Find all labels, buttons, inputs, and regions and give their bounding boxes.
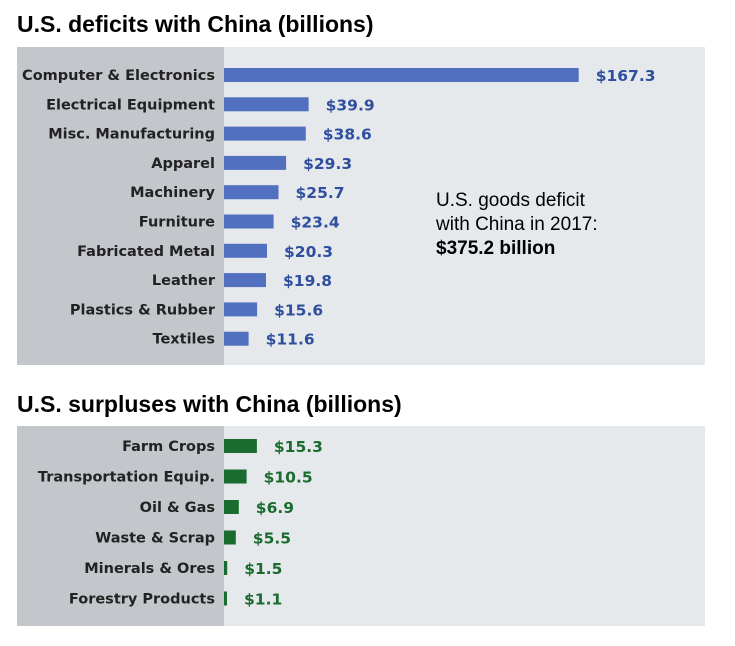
- category-label-panel: [17, 47, 224, 365]
- plot-area-panel: [224, 426, 705, 626]
- bar: [224, 273, 266, 288]
- value-label: $23.4: [291, 214, 340, 232]
- value-label: $167.3: [596, 67, 656, 85]
- category-label: Transportation Equip.: [38, 470, 215, 486]
- value-label: $20.3: [284, 243, 333, 261]
- value-label: $1.1: [244, 591, 282, 609]
- value-label: $5.5: [253, 530, 291, 548]
- category-label: Oil & Gas: [140, 500, 215, 516]
- value-label: $38.6: [323, 126, 372, 144]
- category-label: Apparel: [151, 156, 215, 172]
- annotation-line-2: with China in 2017:: [436, 214, 598, 235]
- deficits-chart-svg: Computer & Electronics $167.3 Electrical E…: [17, 47, 705, 365]
- surpluses-chart: Farm Crops $15.3 Transportation Equip. $10.…: [17, 426, 705, 626]
- bar: [224, 243, 267, 258]
- value-label: $6.9: [256, 499, 294, 517]
- value-label: $1.5: [244, 560, 282, 578]
- category-label: Forestry Products: [69, 592, 215, 608]
- bar: [224, 126, 306, 141]
- bar: [224, 155, 287, 170]
- category-label: Electrical Equipment: [46, 97, 215, 113]
- bar: [224, 302, 258, 317]
- bar: [224, 331, 249, 346]
- bar: [224, 500, 239, 514]
- deficits-chart: Computer & Electronics $167.3 Electrical E…: [17, 47, 705, 365]
- value-label: $25.7: [296, 184, 345, 202]
- annotation-line-1: U.S. goods deficit: [436, 190, 585, 211]
- bar: [224, 97, 309, 112]
- value-label: $10.5: [264, 469, 313, 487]
- bar: [224, 214, 274, 229]
- category-label: Farm Crops: [122, 439, 215, 455]
- deficit-total-annotation: U.S. goods deficit with China in 2017: $…: [436, 189, 598, 261]
- category-label-panel: [17, 426, 224, 626]
- category-label: Machinery: [130, 185, 215, 201]
- value-label: $15.3: [274, 438, 323, 456]
- deficits-chart-title: U.S. deficits with China (billions): [17, 11, 374, 37]
- category-label: Fabricated Metal: [77, 244, 215, 260]
- value-label: $39.9: [326, 96, 375, 114]
- category-label: Textiles: [153, 332, 216, 348]
- annotation-total: $375.2 billion: [436, 238, 556, 259]
- bar: [224, 530, 236, 545]
- bar: [224, 439, 257, 453]
- bar: [224, 591, 227, 606]
- value-label: $29.3: [303, 155, 352, 173]
- bar: [224, 469, 247, 484]
- bar: [224, 68, 579, 82]
- value-label: $15.6: [274, 301, 323, 319]
- category-label: Misc. Manufacturing: [48, 127, 215, 143]
- surpluses-chart-svg: Farm Crops $15.3 Transportation Equip. $10.…: [17, 426, 705, 626]
- category-label: Leather: [152, 273, 216, 289]
- category-label: Plastics & Rubber: [70, 302, 216, 318]
- bar: [224, 561, 228, 575]
- value-label: $19.8: [283, 272, 332, 290]
- bar: [224, 185, 279, 200]
- category-label: Minerals & Ores: [84, 561, 215, 577]
- category-label: Furniture: [139, 215, 215, 231]
- category-label: Computer & Electronics: [22, 68, 215, 84]
- value-label: $11.6: [266, 331, 315, 349]
- surpluses-chart-title: U.S. surpluses with China (billions): [17, 391, 402, 417]
- category-label: Waste & Scrap: [95, 531, 215, 547]
